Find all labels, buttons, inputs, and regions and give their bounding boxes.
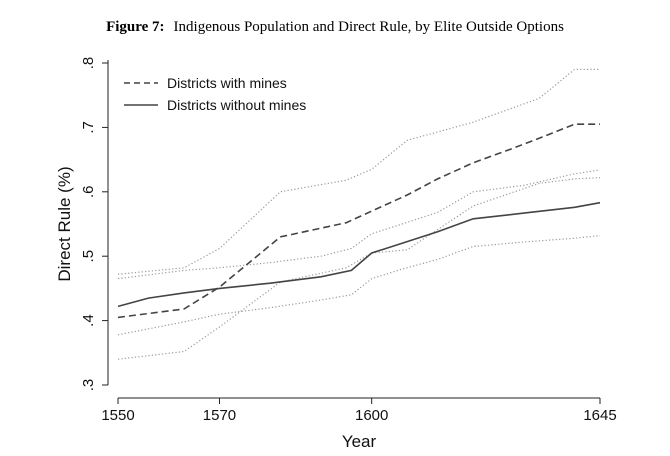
legend-label-with-mines: Districts with mines — [167, 75, 287, 91]
series-line-1 — [117, 201, 601, 308]
plot-area — [117, 68, 601, 360]
figure-title: Figure 7: Indigenous Population and Dire… — [106, 18, 564, 35]
figure-title-text: Indigenous Population and Direct Rule, b… — [174, 19, 565, 35]
series-line-0 — [117, 123, 600, 319]
ci-band-upper-1 — [117, 169, 601, 280]
y-axis-ticks: .3 .4 .5 .6 .7 .8 — [80, 57, 108, 392]
x-tick-label: 1645 — [583, 407, 616, 424]
y-tick-label: .5 — [80, 250, 97, 263]
figure-title-prefix: Figure 7: — [106, 19, 164, 35]
x-tick-label: 1570 — [203, 407, 236, 424]
y-tick-label: .7 — [80, 121, 97, 134]
legend-label-without-mines: Districts without mines — [167, 97, 306, 113]
y-tick-label: .8 — [80, 57, 97, 70]
x-tick-label: 1550 — [101, 407, 134, 424]
y-tick-label: .3 — [80, 379, 97, 392]
legend: Districts with mines Districts without m… — [124, 75, 306, 113]
y-axis-label: Direct Rule (%) — [55, 166, 74, 281]
ci-band-lower-0 — [117, 177, 601, 360]
ci-band-lower-1 — [117, 235, 601, 336]
y-tick-label: .6 — [80, 186, 97, 199]
x-axis-label: Year — [342, 432, 377, 451]
x-axis-ticks: 1550 1570 1600 1645 — [101, 398, 617, 424]
x-tick-label: 1600 — [355, 407, 388, 424]
y-tick-label: .4 — [80, 314, 97, 327]
